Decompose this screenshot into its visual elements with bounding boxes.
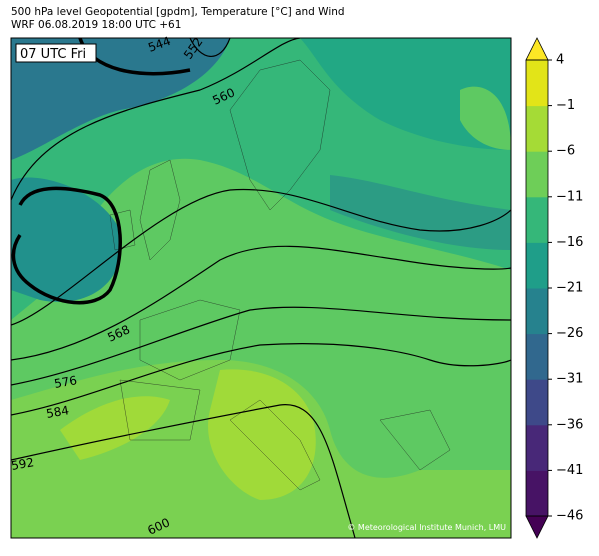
temperature-field [11, 38, 230, 160]
colorbar-band [526, 151, 548, 198]
colorbar-tick-label: 4 [556, 53, 564, 68]
temperature-field [60, 396, 170, 460]
temperature-field [11, 38, 511, 150]
map-frame [10, 37, 512, 539]
time-label-box [15, 43, 97, 63]
contour-line [189, 38, 231, 57]
colorbar-band [526, 196, 548, 243]
map-field [11, 38, 511, 538]
colorbar-band [526, 333, 548, 380]
colorbar-tick-label: −31 [556, 372, 583, 387]
colorbar-tick-label: −26 [556, 326, 583, 341]
contour-line [11, 38, 301, 201]
colorbar-band [526, 242, 548, 289]
colorbar-tick-label: −6 [556, 144, 575, 159]
colorbar-band [526, 470, 548, 517]
colorbar: 4 −1 −6 −11 −16 −21 −26 −31 −36 −41 −46 [525, 37, 583, 539]
colorbar-tick-label: −41 [556, 463, 583, 478]
colorbar-tick-label: −46 [556, 509, 583, 524]
colorbar-extend-under [525, 515, 549, 539]
time-label: 07 UTC Fri [20, 47, 86, 62]
low-pressure-contour [11, 186, 122, 305]
colorbar-tick-label: −36 [556, 417, 583, 432]
colorbar-tick-label: −21 [556, 281, 583, 296]
colorbar-band [526, 105, 548, 152]
colorbar-band [526, 288, 548, 335]
colorbar-band [526, 379, 548, 426]
contour-label: 576 [53, 373, 78, 391]
contour-line [11, 404, 356, 538]
temperature-field [460, 86, 511, 150]
contour-label: 584 [45, 403, 70, 421]
copyright: © Meteorological Institute Munich, LMU [347, 523, 506, 532]
contour-label: 592 [10, 455, 35, 473]
title-line-2: WRF 06.08.2019 18:00 UTC +61 [11, 19, 181, 31]
coastline [109, 59, 451, 491]
temperature-field [330, 175, 511, 250]
contour-line [11, 306, 511, 386]
contour-line [11, 343, 511, 416]
colorbar-tick-label: −16 [556, 235, 583, 250]
colorbar-tick-label: −1 [556, 98, 575, 113]
colorbar-band [526, 60, 548, 107]
colorbar-extend-over [525, 37, 549, 61]
contour-line [11, 188, 511, 326]
temperature-field [208, 369, 316, 500]
colorbar-band [526, 424, 548, 471]
title-line-1: 500 hPa level Geopotential [gpdm], Tempe… [11, 6, 345, 18]
colorbar-tick-label: −11 [556, 189, 583, 204]
contour-line [11, 245, 511, 361]
